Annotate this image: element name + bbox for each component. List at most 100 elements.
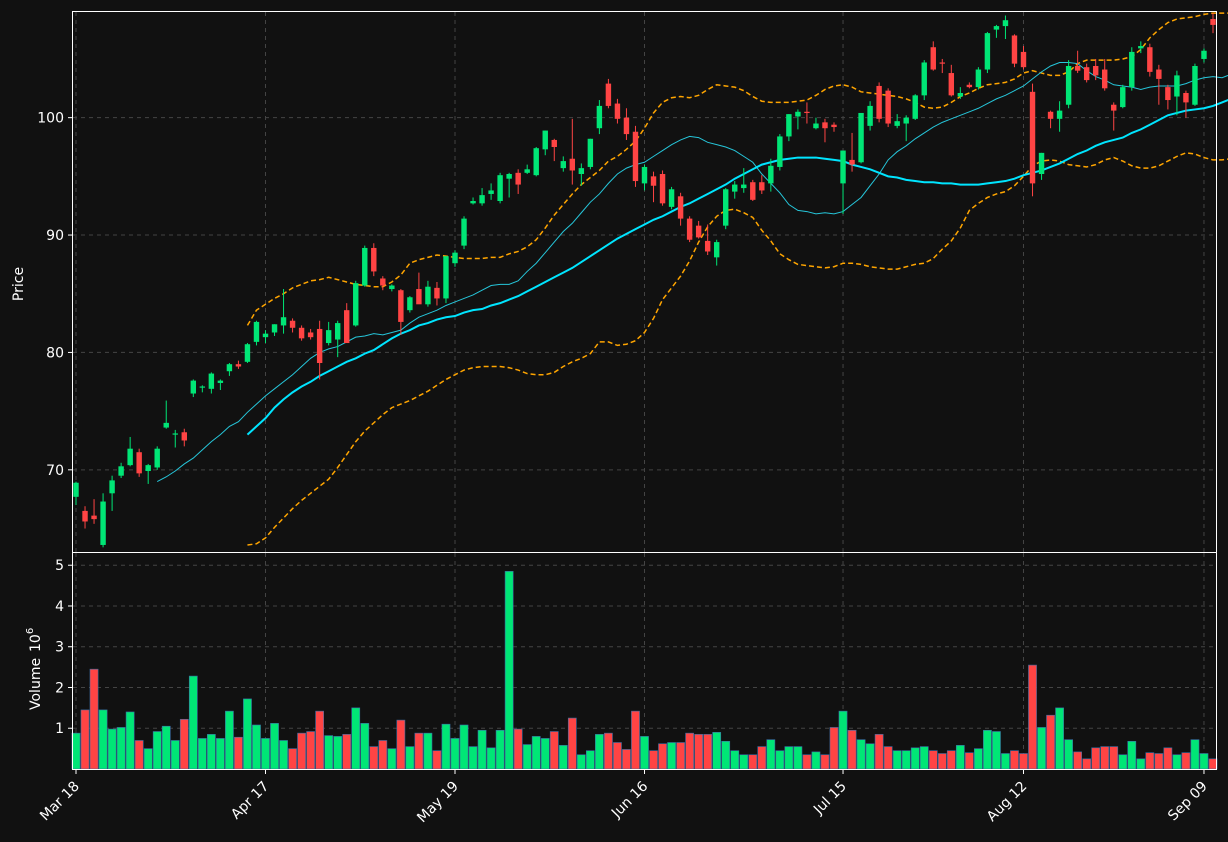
volume-bar xyxy=(928,750,938,770)
candle-body xyxy=(632,131,639,182)
candle xyxy=(1020,46,1027,70)
candle-body xyxy=(1156,69,1162,79)
candle xyxy=(813,117,819,130)
candle xyxy=(1174,70,1180,116)
candle-body xyxy=(569,158,576,171)
candle xyxy=(389,284,395,292)
candle-body xyxy=(118,466,124,476)
candle xyxy=(786,114,792,142)
candle xyxy=(596,100,603,135)
candle-body xyxy=(650,176,657,186)
candle-body xyxy=(1092,66,1099,76)
volume-bar xyxy=(874,734,884,770)
volume-bar xyxy=(576,754,586,770)
volume-bar xyxy=(261,738,270,770)
candle-body xyxy=(1065,66,1072,105)
candle xyxy=(271,324,278,336)
volume-bar xyxy=(946,750,956,770)
candle xyxy=(1038,152,1045,180)
candle-body xyxy=(822,122,828,129)
candle xyxy=(632,125,639,187)
candle xyxy=(939,58,945,74)
candle-body xyxy=(199,386,206,388)
candle xyxy=(993,24,1000,38)
volume-bar xyxy=(748,754,758,770)
candle xyxy=(443,256,449,304)
volume-bar xyxy=(1154,753,1164,770)
candle xyxy=(145,463,151,484)
candle-body xyxy=(1047,111,1054,119)
candle-body xyxy=(759,182,765,191)
candle-body xyxy=(921,62,927,96)
volume-bar xyxy=(459,724,469,770)
candle xyxy=(1102,58,1108,91)
candle xyxy=(876,82,882,123)
volume-bar xyxy=(775,750,785,770)
volume-bar xyxy=(405,746,415,770)
volume-bar xyxy=(1127,740,1137,770)
candle-body xyxy=(506,174,512,179)
volume-bar xyxy=(270,723,279,770)
candle xyxy=(1210,13,1216,34)
candlesticks xyxy=(73,13,1216,548)
volume-bar xyxy=(216,738,225,770)
candle-body xyxy=(82,510,88,522)
volume-bar xyxy=(351,707,361,770)
candle xyxy=(380,276,386,291)
candle-body xyxy=(425,286,431,305)
candle xyxy=(732,181,738,199)
volume-panel: 1 2 3 4 5 Volume 106 xyxy=(25,552,1218,770)
volume-unit-base: 10 xyxy=(28,634,44,652)
volume-bar xyxy=(387,748,397,770)
volume-bar xyxy=(197,738,207,770)
volume-bar xyxy=(757,746,767,770)
volume-bar xyxy=(604,732,613,770)
candle-body xyxy=(334,323,341,340)
candle-body xyxy=(217,380,224,383)
candle-body xyxy=(957,93,964,97)
volume-bar xyxy=(1145,752,1155,770)
candle-body xyxy=(849,159,855,165)
volume-bar xyxy=(847,729,857,770)
candle-body xyxy=(262,333,269,338)
candle xyxy=(975,67,982,90)
volume-bar xyxy=(504,571,514,770)
candle-body xyxy=(127,448,133,466)
volume-bar xyxy=(955,745,965,770)
volume-bar xyxy=(883,746,893,770)
candle-body xyxy=(443,256,449,299)
candle-body xyxy=(1174,75,1180,97)
candle xyxy=(695,220,702,239)
candle xyxy=(948,64,955,97)
candle-body xyxy=(587,138,594,167)
candle xyxy=(984,31,991,74)
candle xyxy=(623,108,630,140)
volume-bar xyxy=(432,750,442,770)
volume-bar xyxy=(712,732,722,770)
candle-body xyxy=(732,184,738,192)
candle xyxy=(325,321,332,346)
candle xyxy=(1129,47,1135,91)
volume-bar xyxy=(188,675,198,770)
candle xyxy=(226,363,233,376)
candle-body xyxy=(885,90,891,124)
candle-body xyxy=(840,150,846,184)
candle xyxy=(100,493,106,548)
candle-body xyxy=(984,33,991,70)
candle xyxy=(605,78,612,109)
candle-body xyxy=(1002,20,1009,27)
candle xyxy=(479,188,485,206)
candle xyxy=(840,150,846,214)
candle-body xyxy=(578,168,585,174)
volume-bar xyxy=(252,724,261,770)
volume-bar xyxy=(1163,747,1173,770)
volume-bar xyxy=(640,736,649,770)
candle-body xyxy=(777,136,783,167)
candle xyxy=(307,328,314,340)
volume-bar xyxy=(631,710,640,770)
candle xyxy=(1120,84,1126,109)
volume-bar xyxy=(1037,727,1046,770)
volume-bar xyxy=(829,727,839,770)
candle-body xyxy=(1138,46,1144,49)
